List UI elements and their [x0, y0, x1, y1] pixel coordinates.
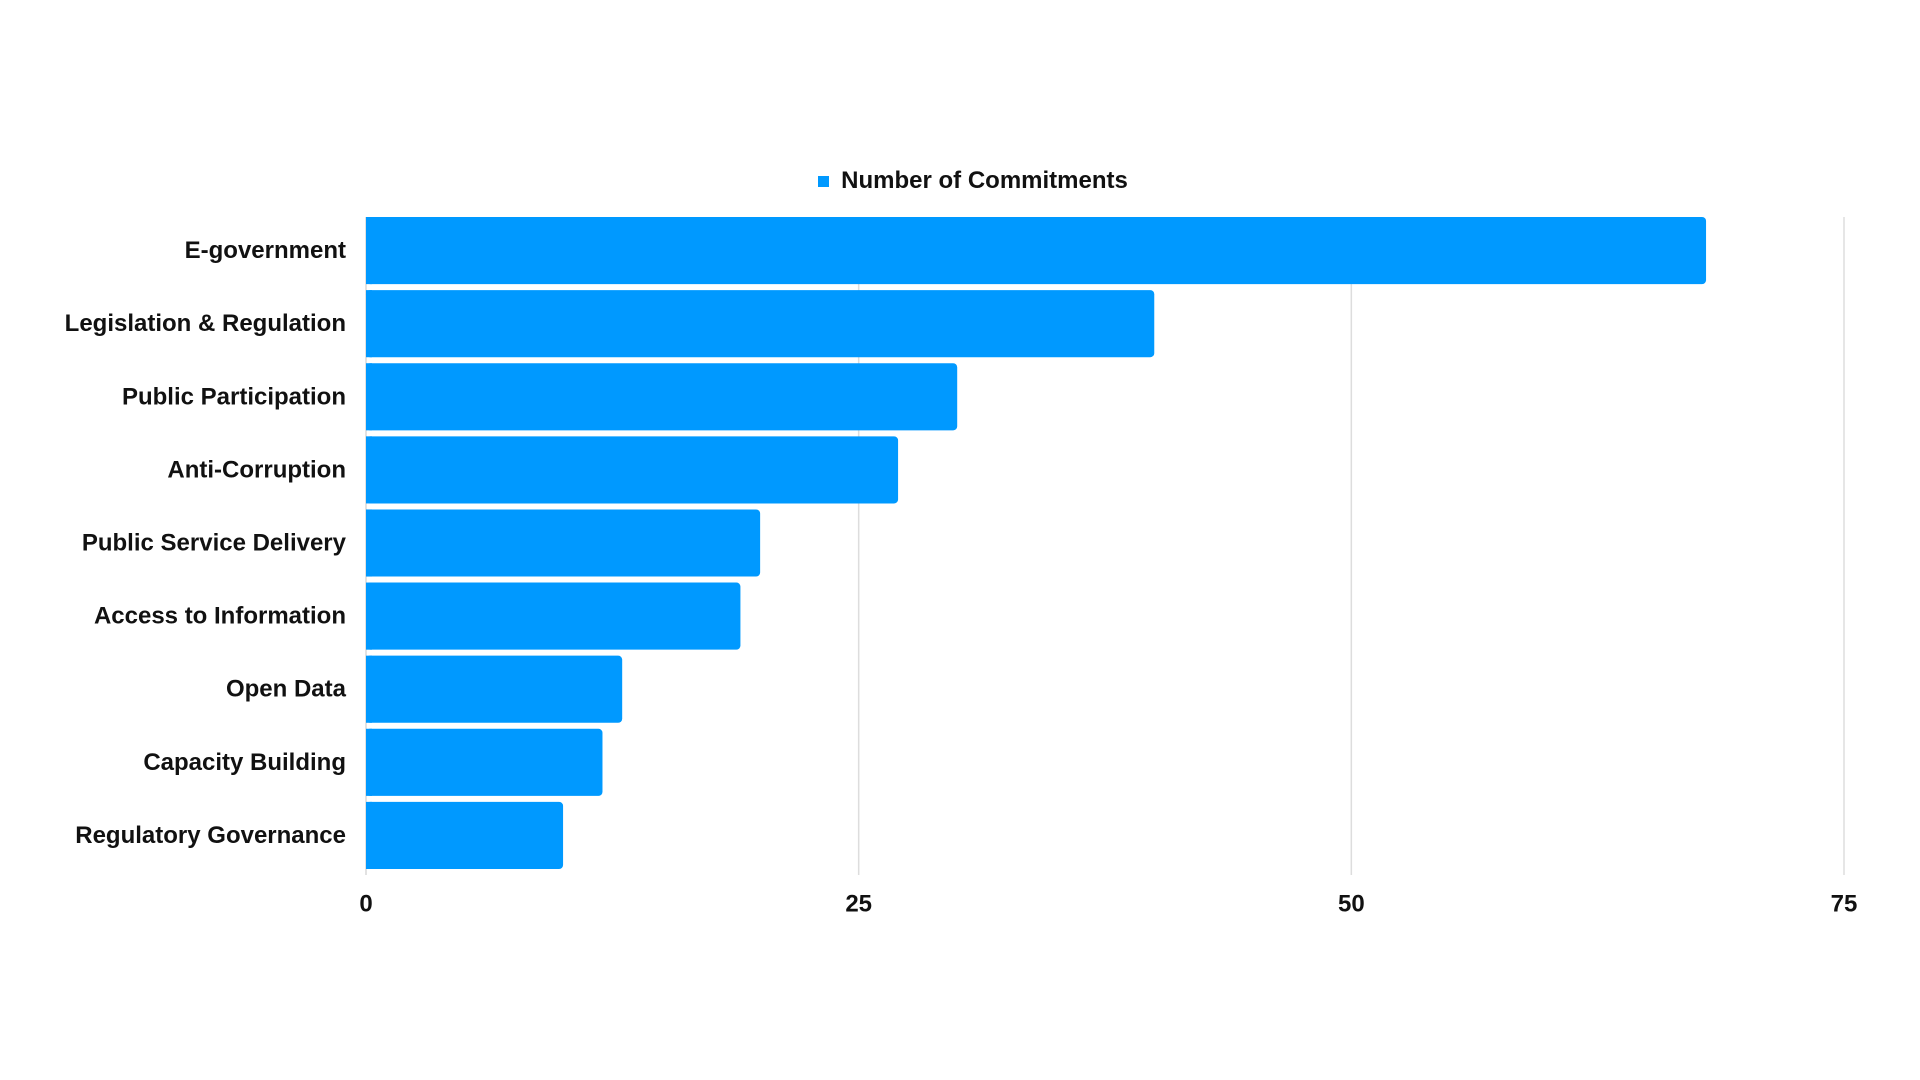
bar-6-edge	[366, 655, 372, 723]
bar-7-edge	[366, 728, 372, 796]
category-label-3: Anti-Corruption	[167, 456, 346, 483]
bar-2	[366, 363, 958, 431]
category-label-5: Access to Information	[94, 603, 346, 630]
x-tick-label-0: 0	[359, 891, 372, 918]
bar-0-edge	[366, 217, 372, 285]
bar-4	[366, 509, 761, 577]
bar-3	[366, 436, 899, 504]
category-label-8: Regulatory Governance	[75, 822, 346, 849]
bar-1-edge	[366, 290, 372, 358]
category-label-2: Public Participation	[122, 383, 346, 410]
category-label-4: Public Service Delivery	[82, 530, 347, 557]
bar-5-edge	[366, 582, 372, 650]
x-tick-label-1: 25	[845, 891, 872, 918]
legend: Number of Commitments	[0, 167, 1920, 195]
bar-4-edge	[366, 509, 372, 577]
bar-7	[366, 728, 603, 796]
bar-8	[366, 801, 564, 869]
legend-label: Number of Commitments	[841, 167, 1128, 194]
category-label-7: Capacity Building	[143, 749, 346, 776]
bar-2-edge	[366, 363, 372, 431]
category-label-1: Legislation & Regulation	[65, 310, 346, 337]
x-tick-label-2: 50	[1338, 891, 1365, 918]
bar-6	[366, 655, 623, 723]
category-label-6: Open Data	[226, 676, 347, 703]
bar-1	[366, 290, 1155, 358]
x-tick-label-3: 75	[1831, 891, 1858, 918]
bar-0	[366, 217, 1707, 285]
category-label-0: E-government	[185, 237, 346, 264]
bar-8-edge	[366, 801, 372, 869]
bar-5	[366, 582, 741, 650]
legend-swatch	[818, 175, 830, 187]
bar-3-edge	[366, 436, 372, 504]
